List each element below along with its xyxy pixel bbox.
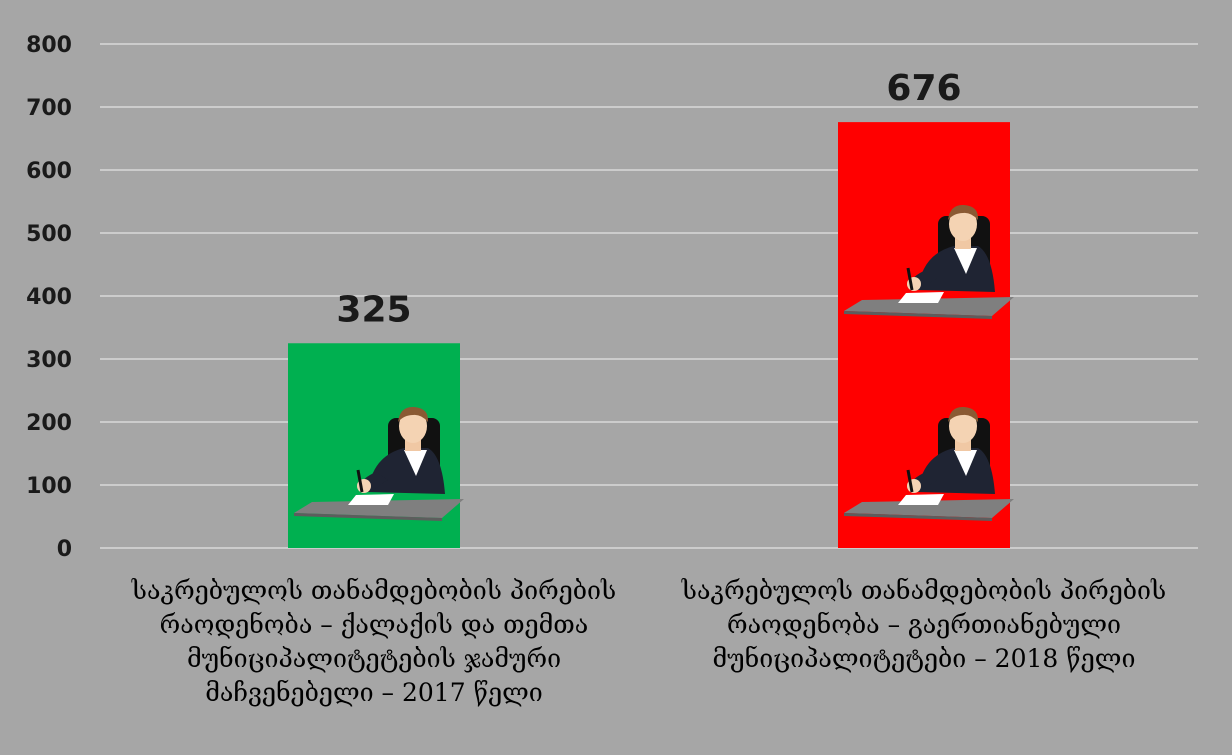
y-tick-label: 800 (26, 33, 72, 58)
y-tick-label: 0 (57, 537, 72, 562)
x-category-label-line: მუნიციპალიტეტების ჯამური (186, 644, 562, 673)
x-category-label-line: მუნიციპალიტეტები – 2018 წელი (712, 644, 1136, 673)
data-label: 325 (336, 289, 411, 330)
y-tick-label: 700 (26, 96, 72, 121)
y-tick-label: 500 (26, 222, 72, 247)
x-category-label: საკრებულოს თანამდებობის პირების რაოდენობა… (94, 574, 654, 710)
x-category-label-line: რაოდენობა – ქალაქის და თემთა (159, 610, 589, 639)
x-category-label: საკრებულოს თანამდებობის პირების რაოდენობა… (644, 574, 1204, 676)
y-tick-label: 400 (26, 285, 72, 310)
data-label: 676 (886, 68, 961, 109)
x-category-label-line: საკრებულოს თანამდებობის პირების (681, 576, 1167, 605)
official-at-desk-icon (844, 406, 1014, 521)
x-category-label-line: მაჩვენებელი – 2017 წელი (205, 678, 543, 707)
y-tick-label: 600 (26, 159, 72, 184)
official-at-desk-icon (294, 406, 464, 521)
x-category-label-line: რაოდენობა – გაერთიანებული (726, 610, 1121, 639)
y-tick-label: 200 (26, 411, 72, 436)
y-tick-label: 100 (26, 474, 72, 499)
x-category-label-line: საკრებულოს თანამდებობის პირების (131, 576, 617, 605)
y-tick-label: 300 (26, 348, 72, 373)
official-at-desk-icon (844, 204, 1014, 319)
